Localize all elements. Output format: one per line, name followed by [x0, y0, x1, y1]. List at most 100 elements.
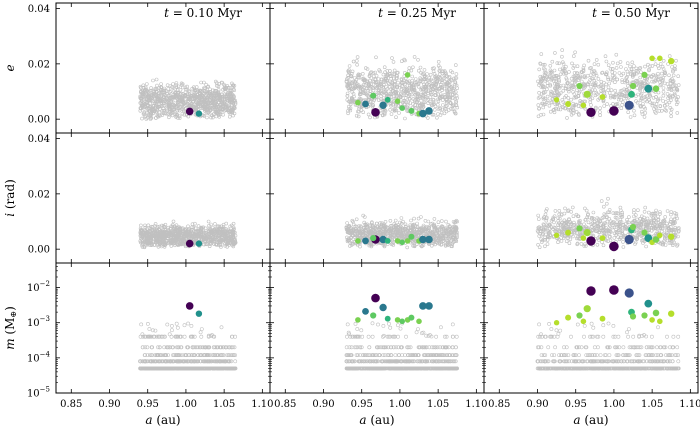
planetesimal-point — [348, 73, 353, 78]
planetesimal-point — [368, 226, 372, 231]
planetesimal-point — [221, 225, 226, 229]
planetesimal-point — [177, 116, 182, 120]
planetesimal-point — [159, 82, 163, 86]
planetesimal-point — [350, 334, 355, 339]
planetesimal-point — [429, 87, 434, 92]
planetesimal-point — [153, 222, 158, 226]
planetesimal-point — [162, 86, 167, 91]
planetesimal-point — [148, 359, 153, 364]
planetesimal-point — [400, 233, 405, 237]
planetesimal-point — [205, 96, 209, 100]
planetesimal-point — [444, 72, 449, 76]
planetesimal-point — [208, 242, 212, 246]
planetesimal-point — [201, 236, 206, 240]
planetesimal-point — [443, 82, 448, 87]
planetesimal-point — [403, 222, 408, 227]
planetesimal-point — [354, 217, 359, 222]
planetesimal-point — [155, 233, 159, 237]
planetesimal-point — [215, 225, 220, 229]
planetesimal-point — [385, 334, 390, 339]
planetesimal-point — [360, 230, 364, 234]
planetesimal-point — [382, 345, 387, 350]
planetesimal-point — [212, 232, 217, 236]
planetesimal-point — [378, 82, 383, 87]
planetesimal-point — [149, 98, 154, 103]
planetesimal-point — [168, 90, 172, 94]
planetesimal-point — [174, 237, 179, 242]
planetesimal-point — [348, 108, 353, 113]
planetesimal-point — [388, 91, 393, 96]
planetesimal-point — [179, 334, 184, 339]
planetesimal-point — [438, 345, 442, 350]
planetesimal-point — [183, 93, 187, 97]
planetesimal-point — [201, 359, 206, 364]
planetesimal-point — [449, 101, 453, 106]
planetesimal-point — [359, 359, 364, 364]
planetesimal-point — [366, 334, 371, 339]
planetesimal-point — [375, 224, 380, 229]
planetesimal-point — [430, 66, 435, 71]
planetesimal-point — [194, 106, 199, 111]
planetesimal-point — [205, 92, 209, 96]
planetesimal-point — [402, 57, 407, 62]
planetesimal-point — [421, 104, 426, 109]
planetesimal-point — [366, 112, 371, 117]
planetesimal-point — [352, 334, 357, 339]
planetesimal-point — [160, 89, 164, 94]
planetesimal-point — [173, 92, 178, 97]
planetesimal-point — [221, 345, 225, 350]
planetesimal-point — [370, 221, 374, 225]
planetesimal-point — [177, 226, 182, 231]
planetesimal-point — [224, 92, 229, 97]
planetesimal-point — [180, 82, 185, 86]
planetesimal-point — [230, 228, 235, 233]
planetesimal-point — [149, 224, 154, 229]
planetesimal-point — [168, 107, 172, 111]
planetesimal-point — [206, 84, 210, 89]
planetesimal-point — [163, 353, 168, 358]
planetesimal-point — [169, 244, 174, 248]
planetesimal-point — [455, 235, 459, 239]
planetesimal-point — [415, 91, 419, 96]
planetesimal-point — [216, 232, 221, 236]
planetesimal-point — [369, 241, 374, 245]
planetesimal-point — [425, 72, 429, 76]
planetesimal-point — [168, 226, 173, 231]
planetesimal-point — [441, 239, 445, 244]
planetesimal-point — [163, 222, 168, 227]
planetesimal-point — [367, 243, 372, 248]
planetesimal-point — [174, 321, 179, 326]
planetesimal-point — [366, 88, 370, 93]
planetesimal-point — [447, 226, 452, 231]
planetesimal-point — [381, 366, 386, 371]
planetesimal-point — [181, 85, 185, 90]
planetesimal-point — [166, 98, 170, 103]
planetesimal-point — [211, 88, 215, 93]
planetesimal-point — [230, 231, 235, 235]
planetesimal-point — [174, 345, 179, 350]
planetesimal-point — [421, 87, 425, 91]
planetesimal-point — [439, 225, 444, 229]
planetesimal-point — [206, 353, 211, 358]
planetesimal-point — [159, 366, 164, 371]
planetesimal-point — [214, 242, 218, 246]
planetesimal-point — [397, 111, 401, 115]
planetesimal-point — [202, 230, 206, 235]
planetesimal-point — [398, 94, 403, 99]
planetesimal-point — [365, 353, 370, 358]
planetesimal-point — [453, 96, 457, 101]
planetesimal-point — [451, 235, 456, 239]
planetesimal-point — [371, 71, 376, 75]
planetesimal-point — [211, 353, 216, 358]
planetesimal-point — [419, 102, 424, 106]
planetesimal-point — [443, 244, 448, 248]
planetesimal-point — [424, 333, 429, 338]
planetesimal-point — [427, 333, 432, 337]
planetesimal-point — [365, 79, 370, 84]
planetesimal-point — [407, 84, 412, 88]
planetesimal-point — [215, 366, 220, 371]
planetesimal-point — [175, 88, 180, 92]
planetesimal-point — [147, 98, 152, 103]
planetesimal-point — [421, 102, 426, 107]
planetesimal-point — [203, 86, 208, 91]
